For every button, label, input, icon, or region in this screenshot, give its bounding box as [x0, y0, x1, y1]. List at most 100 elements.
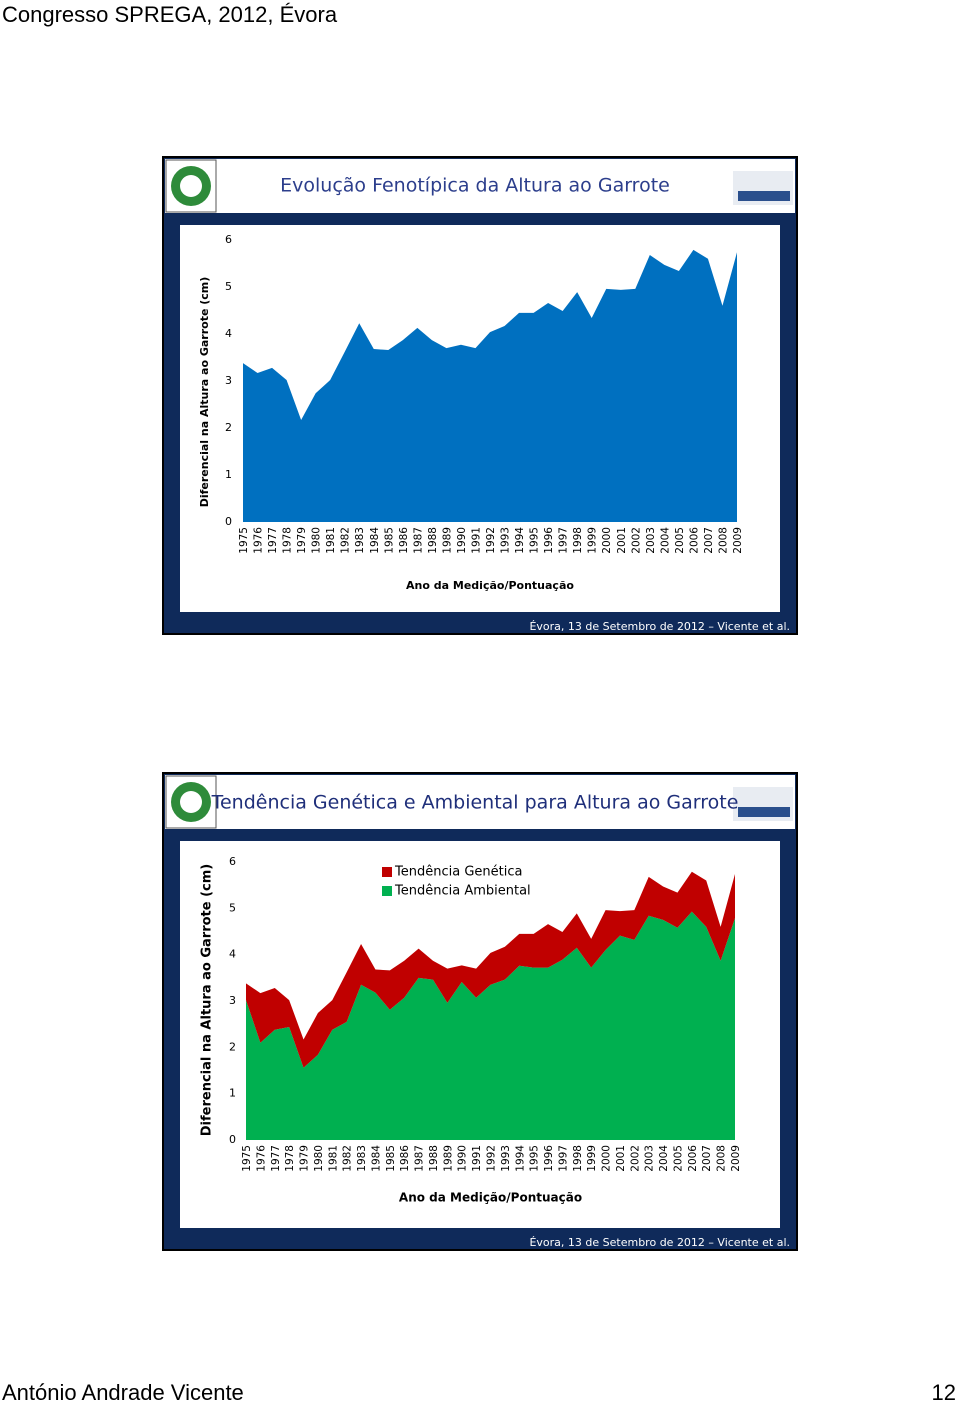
- logo-left-inner: [180, 175, 202, 197]
- x-tick-label: 1979: [299, 1145, 311, 1172]
- x-tick-label: 2005: [674, 527, 686, 554]
- x-tick-label: 1981: [325, 527, 337, 554]
- y-tick-label: 0: [229, 1133, 236, 1146]
- y-tick-label: 1: [225, 468, 232, 481]
- y-tick-label: 4: [229, 948, 236, 961]
- slide-title: Evolução Fenotípica da Altura ao Garrote: [280, 175, 670, 197]
- area: [246, 871, 735, 1068]
- y-tick-label: 6: [225, 233, 232, 246]
- x-tick-label: 2008: [717, 527, 729, 554]
- slide-header: [165, 159, 795, 213]
- x-tick-label: 1984: [369, 527, 381, 554]
- x-tick-label: 1988: [428, 1145, 440, 1172]
- x-tick-label: 1990: [456, 527, 468, 554]
- x-tick-label: 1989: [441, 527, 453, 554]
- x-tick-label: 1992: [485, 527, 497, 554]
- legend-swatch: [382, 867, 392, 877]
- y-tick-label: 2: [229, 1040, 236, 1053]
- x-axis-label: Ano da Medição/Pontuação: [406, 579, 574, 592]
- logo-left-inner: [180, 791, 202, 813]
- x-tick-label: 2001: [615, 1145, 627, 1172]
- x-tick-label: 1981: [327, 1145, 339, 1172]
- area: [246, 911, 735, 1140]
- x-tick-label: 2007: [701, 1145, 713, 1172]
- x-tick-label: 2001: [616, 527, 628, 554]
- x-tick-label: 1985: [383, 527, 395, 554]
- x-tick-label: 1996: [543, 1145, 555, 1172]
- x-tick-label: 1998: [572, 527, 584, 554]
- x-tick-label: 1993: [500, 527, 512, 554]
- x-axis-label: Ano da Medição/Pontuação: [399, 1191, 582, 1205]
- x-tick-label: 1987: [414, 1145, 426, 1172]
- slides: Evolução Fenotípica da Altura ao Garrote…: [162, 156, 798, 1251]
- y-tick-label: 2: [225, 421, 232, 434]
- x-tick-label: 1978: [284, 1145, 296, 1172]
- y-tick-label: 4: [225, 327, 232, 340]
- x-tick-label: 2003: [644, 1145, 656, 1172]
- slide-note: Évora, 13 de Setembro de 2012 – Vicente …: [529, 1236, 790, 1249]
- x-tick-label: 1979: [296, 527, 308, 554]
- x-tick-label: 1978: [282, 527, 294, 554]
- x-tick-label: 1977: [270, 1145, 282, 1172]
- slide-title: Tendência Genética e Ambiental para Altu…: [211, 792, 739, 814]
- x-tick-label: 2005: [672, 1145, 684, 1172]
- x-tick-label: 1997: [557, 1145, 569, 1172]
- page-number: 12: [931, 1380, 956, 1405]
- x-tick-label: 1999: [587, 527, 599, 554]
- y-axis-label: Diferencial na Altura ao Garrote (cm): [198, 277, 211, 508]
- author: António Andrade Vicente: [2, 1380, 244, 1405]
- x-tick-label: 2008: [716, 1145, 728, 1172]
- x-tick-label: 2004: [658, 1145, 670, 1172]
- x-tick-label: 1987: [412, 527, 424, 554]
- x-tick-label: 1994: [514, 527, 526, 554]
- x-tick-label: 2004: [659, 527, 671, 554]
- x-tick-label: 1994: [514, 1145, 526, 1172]
- legend-swatch: [382, 886, 392, 896]
- area: [243, 249, 737, 522]
- x-tick-label: 1985: [385, 1145, 397, 1172]
- x-tick-label: 2002: [630, 527, 642, 554]
- y-tick-label: 6: [229, 855, 236, 868]
- x-tick-label: 1986: [398, 527, 410, 554]
- y-axis-label: Diferencial na Altura ao Garrote (cm): [200, 864, 215, 1137]
- x-tick-label: 1980: [313, 1145, 325, 1172]
- x-tick-label: 2006: [688, 527, 700, 554]
- x-tick-label: 1982: [342, 1145, 354, 1172]
- y-tick-label: 3: [225, 374, 232, 387]
- x-tick-label: 1991: [471, 1145, 483, 1172]
- y-tick-label: 0: [225, 515, 232, 528]
- x-tick-label: 1983: [354, 527, 366, 554]
- y-tick-label: 5: [225, 280, 232, 293]
- x-tick-label: 2009: [730, 1145, 742, 1172]
- x-tick-label: 2007: [703, 527, 715, 554]
- y-tick-label: 3: [229, 994, 236, 1007]
- x-tick-label: 1996: [543, 527, 555, 554]
- x-tick-label: 1997: [558, 527, 570, 554]
- x-tick-label: 1975: [238, 527, 250, 554]
- x-tick-label: 1998: [572, 1145, 584, 1172]
- x-tick-label: 2002: [629, 1145, 641, 1172]
- x-tick-label: 1990: [457, 1145, 469, 1172]
- x-tick-label: 1995: [529, 1145, 541, 1172]
- page-header: Congresso SPREGA, 2012, Évora: [2, 2, 338, 27]
- x-tick-label: 1986: [399, 1145, 411, 1172]
- y-tick-label: 5: [229, 901, 236, 914]
- x-tick-label: 1977: [267, 527, 279, 554]
- x-tick-label: 1984: [370, 1145, 382, 1172]
- x-tick-label: 1983: [356, 1145, 368, 1172]
- x-tick-label: 1982: [340, 527, 352, 554]
- x-tick-label: 1995: [529, 527, 541, 554]
- x-tick-label: 2000: [601, 1145, 613, 1172]
- x-tick-label: 1989: [442, 1145, 454, 1172]
- x-tick-label: 1980: [311, 527, 323, 554]
- x-tick-label: 1993: [500, 1145, 512, 1172]
- x-tick-label: 1975: [241, 1145, 253, 1172]
- x-tick-label: 1988: [427, 527, 439, 554]
- x-tick-label: 1999: [586, 1145, 598, 1172]
- slide-note: Évora, 13 de Setembro de 2012 – Vicente …: [529, 620, 790, 633]
- slide-header: [165, 775, 795, 829]
- x-tick-label: 1991: [470, 527, 482, 554]
- legend-label: Tendência Genética: [394, 865, 522, 880]
- x-tick-label: 2006: [687, 1145, 699, 1172]
